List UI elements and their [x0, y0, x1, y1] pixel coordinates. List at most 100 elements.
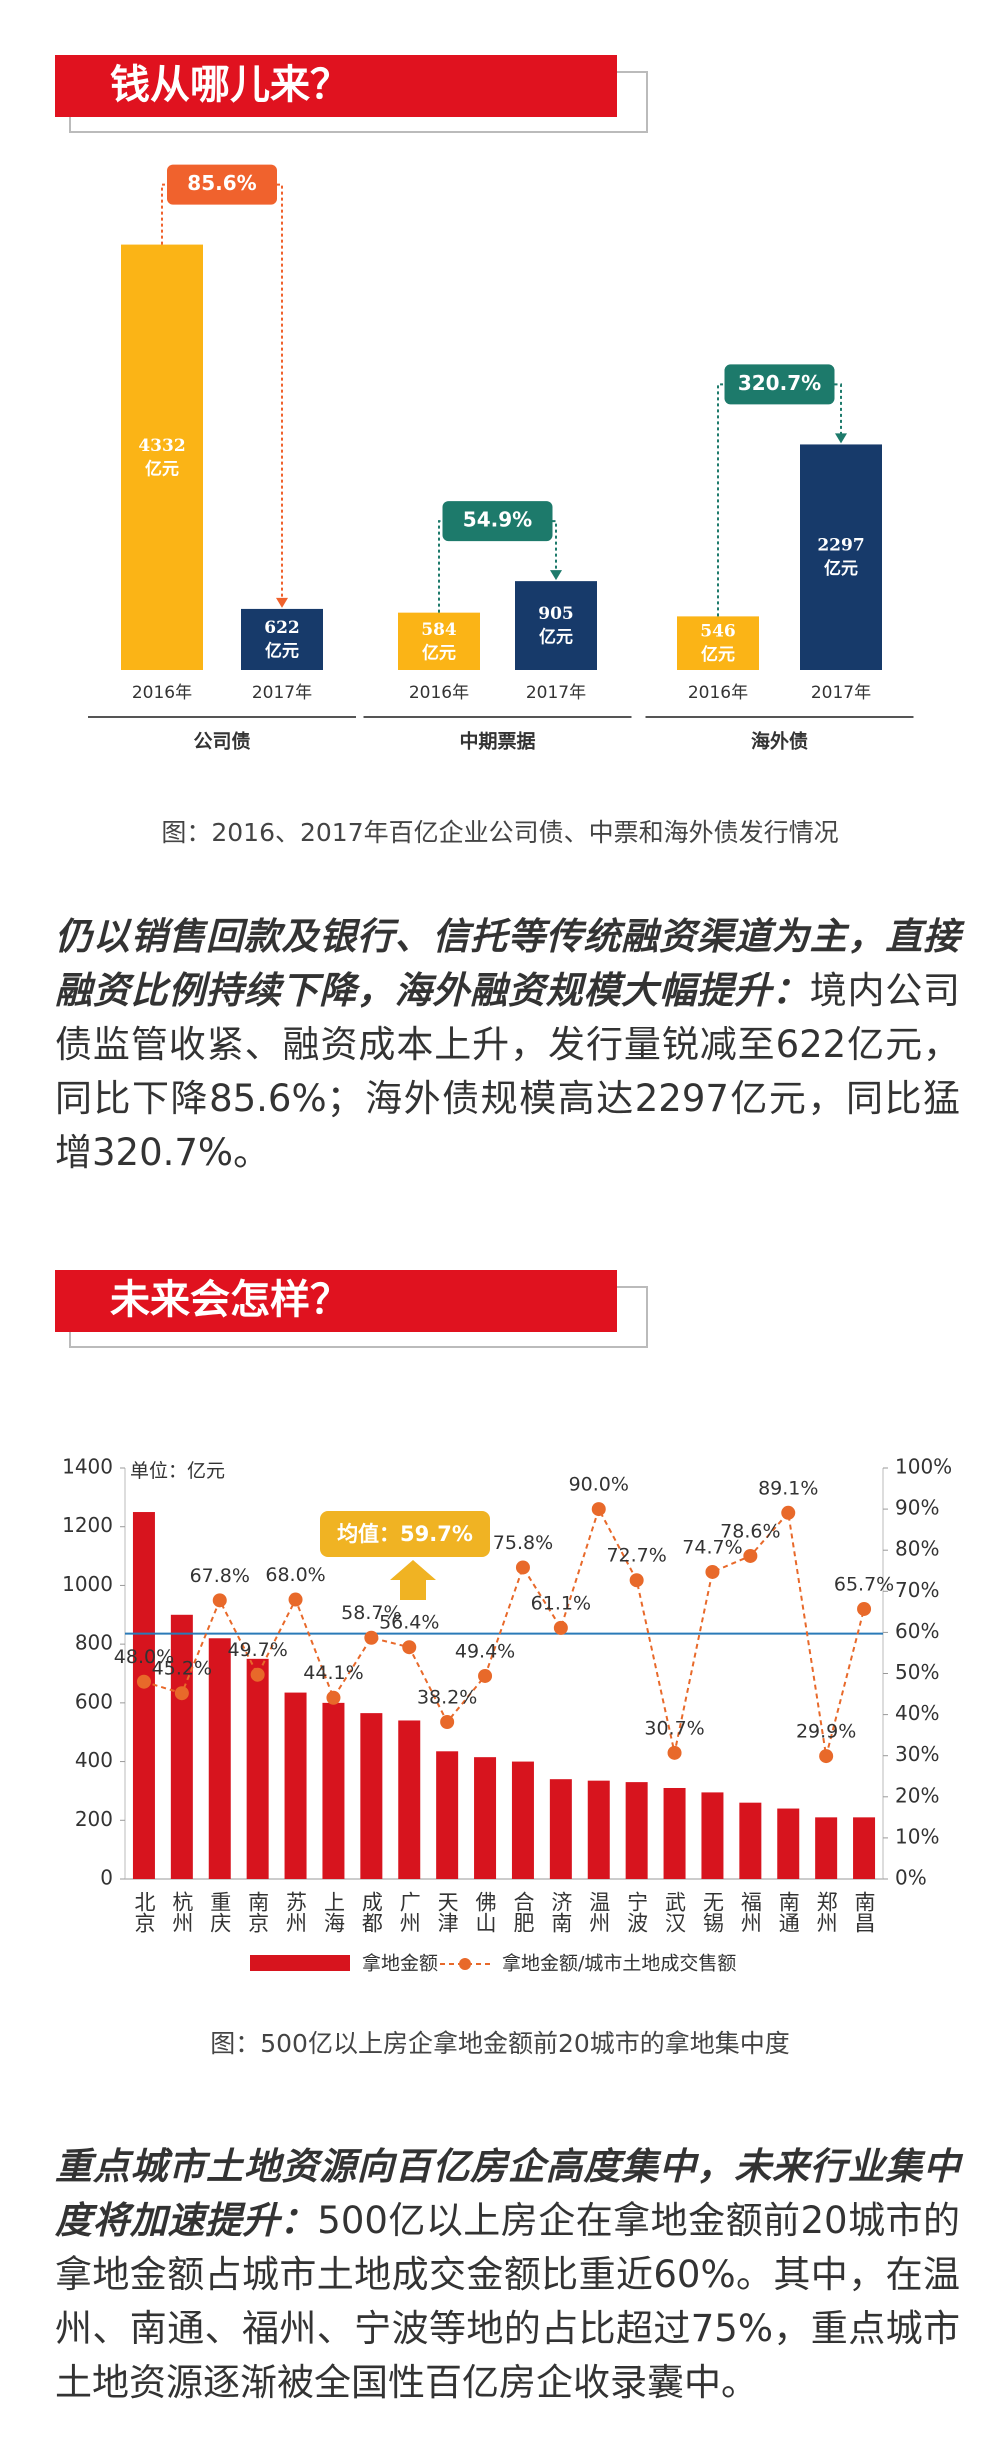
point-label: 74.7% — [682, 1536, 742, 1558]
bar — [515, 581, 597, 670]
point — [743, 1548, 758, 1563]
bar — [853, 1817, 876, 1879]
bar — [625, 1782, 648, 1879]
bar — [436, 1751, 459, 1879]
bar — [800, 444, 882, 670]
y-tick-label: 1400 — [62, 1455, 113, 1479]
point-label: 29.9% — [796, 1721, 856, 1743]
x-tick-label: 郑州 — [814, 1891, 838, 1933]
point-label: 61.1% — [531, 1592, 591, 1614]
y2-tick-label: 60% — [895, 1619, 939, 1643]
point-label: 44.1% — [303, 1662, 363, 1684]
average-label: 均值：59.7% — [337, 1522, 473, 1546]
point — [136, 1674, 151, 1689]
bar — [777, 1808, 800, 1879]
point-label: 78.6% — [720, 1520, 780, 1542]
point — [288, 1592, 303, 1607]
unit-label: 单位：亿元 — [130, 1460, 225, 1482]
point — [781, 1505, 796, 1520]
x-tick-label: 宁波 — [625, 1891, 649, 1933]
change-arrow — [550, 570, 562, 581]
bar — [663, 1787, 686, 1879]
point — [819, 1749, 834, 1764]
bar — [474, 1757, 497, 1879]
year-label: 2017年 — [252, 683, 312, 703]
caption: 图：2016、2017年百亿企业公司债、中票和海外债发行情况 — [161, 818, 838, 847]
group-label: 海外债 — [751, 730, 808, 753]
change-label: 320.7% — [738, 371, 821, 395]
bar — [549, 1779, 572, 1879]
value-label: 2297 — [817, 536, 864, 556]
point — [250, 1667, 265, 1682]
point — [857, 1601, 872, 1616]
group-label: 公司债 — [193, 730, 250, 753]
point — [478, 1668, 493, 1683]
y-tick-label: 1000 — [62, 1572, 113, 1596]
y-tick-label: 600 — [75, 1689, 113, 1713]
bar — [739, 1802, 762, 1879]
point — [402, 1640, 417, 1655]
paragraph: 仍以销售回款及银行、信托等传统融资渠道为主，直接融资比例持续下降，海外融资规模大… — [55, 910, 960, 1180]
average-badge — [320, 1511, 490, 1557]
average-arrow — [390, 1560, 436, 1600]
bar — [398, 1720, 421, 1879]
value-unit: 亿元 — [539, 627, 573, 648]
x-tick-label: 成都 — [359, 1891, 383, 1933]
y-tick-label: 200 — [75, 1807, 113, 1831]
bar — [587, 1780, 610, 1879]
y2-tick-label: 100% — [895, 1455, 952, 1479]
value-unit: 亿元 — [145, 458, 179, 479]
change-arrow — [835, 433, 847, 444]
point-label: 49.4% — [455, 1640, 515, 1662]
point-label: 38.2% — [417, 1686, 477, 1708]
heading-bar — [55, 55, 617, 117]
y2-tick-label: 0% — [895, 1866, 927, 1890]
bar — [132, 1512, 155, 1879]
bar — [246, 1658, 269, 1879]
change-label: 85.6% — [187, 171, 256, 195]
year-label: 2016年 — [409, 683, 469, 703]
point-label: 45.2% — [152, 1658, 212, 1680]
point-label: 89.1% — [758, 1477, 818, 1499]
point — [364, 1630, 379, 1645]
x-tick-label: 济南 — [549, 1891, 573, 1933]
point-label: 68.0% — [265, 1564, 325, 1586]
point-label: 65.7% — [834, 1573, 894, 1595]
value-unit: 亿元 — [265, 640, 299, 661]
y2-tick-label: 20% — [895, 1783, 939, 1807]
point-label: 90.0% — [569, 1474, 629, 1496]
value-unit: 亿元 — [701, 644, 735, 665]
legend-label: 拿地金额 — [362, 1952, 438, 1975]
point — [629, 1573, 644, 1588]
x-tick-label: 天津 — [435, 1891, 459, 1933]
group-label: 中期票据 — [459, 730, 535, 753]
y2-tick-label: 10% — [895, 1824, 939, 1848]
point-label: 75.8% — [493, 1532, 553, 1554]
bar — [322, 1702, 345, 1879]
y-tick-label: 400 — [75, 1748, 113, 1772]
bar — [815, 1817, 838, 1879]
value-label: 622 — [264, 618, 300, 638]
x-tick-label: 杭州 — [170, 1891, 194, 1933]
bar — [208, 1638, 231, 1879]
change-badge — [442, 501, 553, 542]
point — [326, 1690, 341, 1705]
bar — [511, 1761, 534, 1879]
year-label: 2016年 — [688, 683, 748, 703]
x-tick-label: 佛山 — [473, 1891, 497, 1933]
point — [212, 1593, 227, 1608]
x-tick-label: 南昌 — [852, 1891, 876, 1933]
bar — [241, 608, 323, 670]
point — [440, 1714, 455, 1729]
value-unit: 亿元 — [422, 642, 456, 663]
x-tick-label: 重庆 — [208, 1891, 232, 1933]
change-connector — [717, 383, 842, 617]
paragraph: 重点城市土地资源向百亿房企高度集中，未来行业集中度将加速提升：500亿以上房企在… — [55, 2140, 960, 2410]
point — [174, 1686, 189, 1701]
paragraph-lead: 仍以销售回款及银行、信托等传统融资渠道为主，直接融资比例持续下降，海外融资规模大… — [55, 915, 960, 1012]
heading-bar — [55, 1270, 617, 1332]
y2-tick-label: 90% — [895, 1496, 939, 1520]
bar — [360, 1713, 383, 1879]
